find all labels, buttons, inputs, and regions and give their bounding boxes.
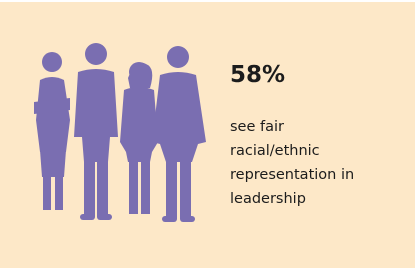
stat-card: 58% see fair racial/ethnic representatio…: [0, 0, 415, 270]
caption-line: representation in: [230, 163, 354, 187]
stat-caption: see fair racial/ethnic representation in…: [230, 115, 354, 211]
silhouette: [74, 43, 118, 220]
people-silhouettes: [0, 2, 220, 272]
silhouette: [152, 46, 206, 222]
caption-line: leadership: [230, 187, 354, 211]
caption-line: see fair: [230, 115, 354, 139]
silhouette: [34, 52, 70, 210]
stat-value: 58%: [230, 62, 285, 88]
caption-line: racial/ethnic: [230, 139, 354, 163]
silhouette: [120, 62, 158, 214]
